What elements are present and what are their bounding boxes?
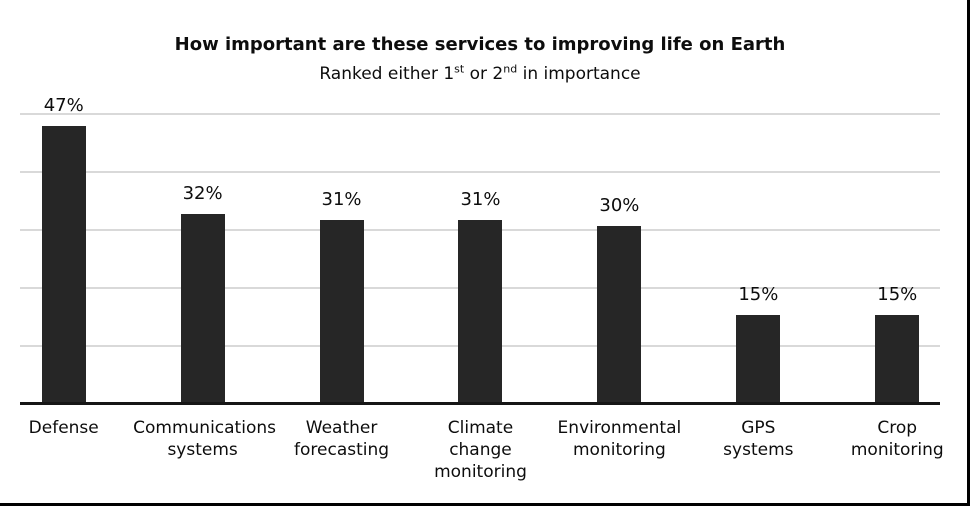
- gridline: [20, 113, 940, 115]
- bar: [597, 226, 642, 403]
- chart-title: How important are these services to impr…: [174, 34, 786, 55]
- bar: [180, 214, 225, 403]
- chart-subtitle: Ranked either 1st or 2nd in importance: [20, 62, 940, 86]
- bar: [41, 125, 86, 403]
- bar-group-climate-change-monitoring: 31% Climate change monitoring: [411, 113, 550, 482]
- bar-value-label: 31%: [460, 189, 501, 211]
- subtitle-text-post: in importance: [517, 64, 641, 84]
- subtitle-text-mid: or 2: [464, 64, 504, 84]
- x-tick-label: Communications systems: [133, 418, 276, 460]
- bar-value-label: 30%: [599, 195, 640, 216]
- x-tick-label: Climate change monitoring: [434, 418, 527, 482]
- x-tick-label: Crop monitoring: [850, 418, 944, 460]
- x-axis-line: [20, 402, 940, 405]
- bar-group-gps-systems: 15% GPS systems: [689, 113, 828, 460]
- x-tick-label: Weather forecasting: [294, 418, 390, 460]
- bar-group-communications-systems: 32% Communications systems: [133, 113, 276, 460]
- x-tick-label: GPS systems: [723, 418, 794, 460]
- x-tick-label: Environmental monitoring: [557, 418, 682, 460]
- bar: [319, 220, 364, 403]
- x-tick-label: Defense: [28, 418, 99, 438]
- subtitle-superscript-st: st: [454, 62, 465, 76]
- bar: [875, 314, 920, 403]
- bar: [736, 314, 781, 403]
- bar-group-crop-monitoring: 15% Crop monitoring: [828, 113, 967, 460]
- figure-border-bottom: [0, 503, 970, 506]
- bar-value-label: 15%: [877, 283, 918, 305]
- bar-value-label: 32%: [182, 183, 223, 205]
- plot-area: 47% Defense 32% Communications systems 3…: [20, 95, 944, 482]
- bar-group-defense: 47% Defense: [0, 95, 133, 438]
- bar-group-environmental-monitoring: 30% Environmental monitoring: [550, 113, 689, 461]
- bar-group-weather-forecasting: 31% Weather forecasting: [272, 113, 411, 460]
- bar: [458, 220, 503, 403]
- bar-value-label: 15%: [738, 283, 779, 305]
- subtitle-text-pre: Ranked either 1: [319, 64, 455, 84]
- bar-value-label: 47%: [43, 94, 84, 116]
- figure-border-right: [967, 0, 970, 506]
- bar-value-label: 31%: [321, 189, 362, 211]
- subtitle-superscript-nd: nd: [503, 62, 518, 76]
- gridline: [20, 171, 940, 173]
